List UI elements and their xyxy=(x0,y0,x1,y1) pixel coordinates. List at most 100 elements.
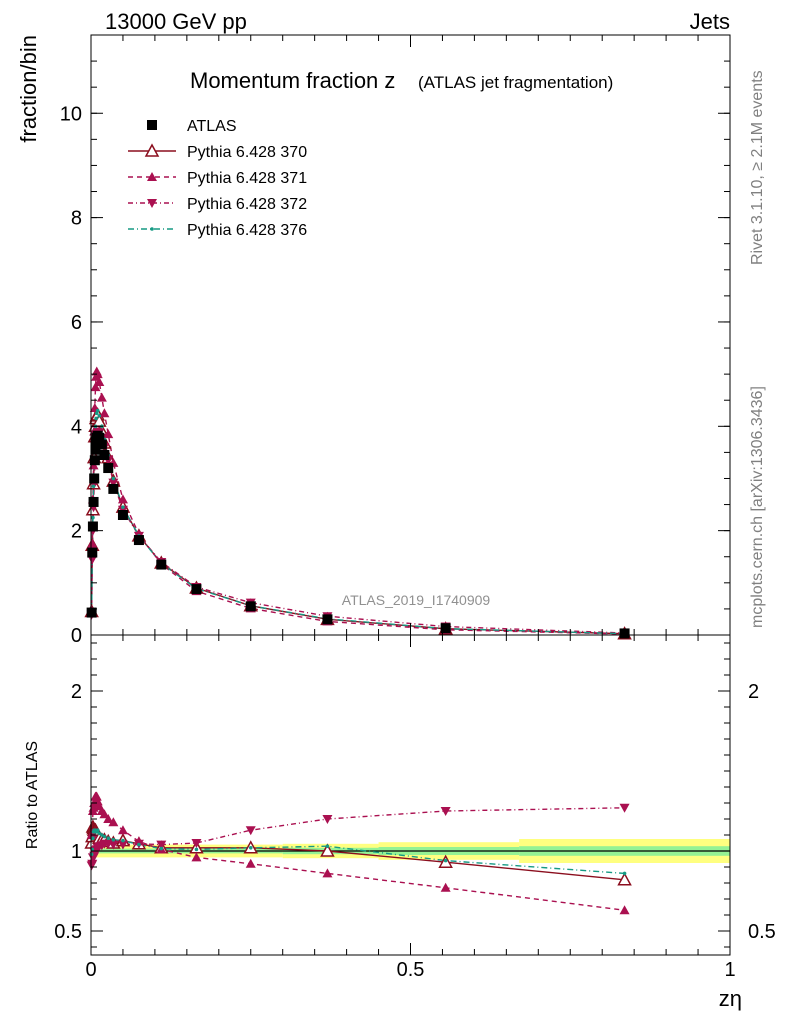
legend-marker xyxy=(147,199,157,208)
ratio-series-marker xyxy=(191,839,202,848)
ratio-series-marker xyxy=(91,791,102,801)
y-tick-label: 0.5 xyxy=(54,921,82,943)
ratio-series-marker xyxy=(103,814,114,823)
series-marker xyxy=(99,408,110,418)
ratio-series-marker xyxy=(440,807,451,816)
data-point xyxy=(90,444,101,455)
ratio-series-marker xyxy=(117,825,128,835)
y-tick-label: 1 xyxy=(71,841,82,863)
ratio-series-marker xyxy=(89,852,94,856)
series-marker xyxy=(92,369,103,379)
data-point xyxy=(94,432,105,443)
ratio-series-marker xyxy=(156,840,167,850)
data-point xyxy=(322,614,333,625)
ratio-series-marker xyxy=(245,826,256,836)
data-point xyxy=(86,607,97,618)
series-marker xyxy=(95,408,100,413)
ratio-series-marker xyxy=(194,847,199,852)
plot-title-suffix: (ATLAS jet fragmentation) xyxy=(418,73,613,92)
main-panel: 0 2 4 6 8 10 Momentum fraction z (ATLAS jet f… xyxy=(16,34,731,647)
y-tick-label: 2 xyxy=(71,681,82,703)
series-marker xyxy=(103,429,114,439)
ratio-y-axis-label: Ratio to ATLAS xyxy=(24,741,41,849)
legend-marker xyxy=(144,143,160,157)
ratio-series-marker xyxy=(443,858,448,863)
series-marker xyxy=(111,476,116,481)
ratio-series-marker xyxy=(102,834,107,839)
ratio-series-marker xyxy=(99,809,110,819)
ratio-series-marker xyxy=(248,846,253,850)
ratio-series-marker xyxy=(245,858,256,868)
ratio-series-marker xyxy=(619,905,630,915)
data-point xyxy=(156,559,167,570)
ratio-series-marker xyxy=(91,836,95,840)
series-marker xyxy=(96,392,107,402)
ratio-series-marker xyxy=(322,868,333,878)
legend-label: ATLAS xyxy=(187,118,237,135)
data-point xyxy=(87,547,98,558)
series-marker xyxy=(97,414,102,418)
y-tick-label-right: 2 xyxy=(748,681,759,703)
data-point xyxy=(245,601,256,612)
series-marker xyxy=(91,515,95,520)
data-point xyxy=(619,628,630,639)
axis-frame xyxy=(90,634,731,956)
collision-label: 13000 GeV pp xyxy=(105,9,247,34)
legend-label: Pythia 6.428 371 xyxy=(187,170,307,187)
series-marker xyxy=(87,555,98,565)
data-point xyxy=(191,584,202,595)
legend-label: Pythia 6.428 376 xyxy=(187,222,307,239)
y-tick-label: 4 xyxy=(71,416,82,438)
data-point xyxy=(87,521,98,532)
ratio-series-marker xyxy=(622,871,627,876)
legend-marker xyxy=(147,120,157,130)
data-point xyxy=(103,463,114,474)
analysis-watermark: ATLAS_2019_I1740909 xyxy=(342,592,491,608)
legend-marker xyxy=(150,227,154,231)
data-point xyxy=(89,455,100,466)
ratio-series-marker xyxy=(322,815,333,824)
data-point xyxy=(133,535,144,546)
legend-label: Pythia 6.428 372 xyxy=(187,196,307,213)
series-marker xyxy=(91,484,96,489)
y-tick-label: 0 xyxy=(71,625,82,647)
y-tick-label: 2 xyxy=(71,521,82,543)
ratio-series-marker xyxy=(106,836,111,840)
series-marker xyxy=(94,416,98,421)
ratio-series-marker xyxy=(325,844,330,848)
data-point xyxy=(440,623,451,634)
series-marker xyxy=(94,376,105,386)
x-tick-label: 0 xyxy=(85,959,96,981)
x-axis-label: zη xyxy=(719,986,742,1011)
data-point xyxy=(96,439,107,450)
main-axes: 0 2 4 6 8 10 xyxy=(60,34,731,647)
ratio-series-marker xyxy=(121,838,125,843)
ratio-series-marker xyxy=(108,840,119,850)
series-marker xyxy=(117,494,128,504)
process-label: Jets xyxy=(690,9,730,34)
rivet-version-label: Rivet 3.1.10, ≥ 2.1M events xyxy=(749,70,766,265)
ratio-series-marker xyxy=(87,859,98,869)
plot-title: Momentum fraction z xyxy=(190,68,395,93)
legend-label: Pythia 6.428 370 xyxy=(187,144,307,161)
data-point xyxy=(108,483,119,494)
ratio-series-marker xyxy=(617,872,632,886)
x-tick-label: 1 xyxy=(724,959,735,981)
data-point xyxy=(99,450,110,460)
series-marker xyxy=(108,478,119,488)
legend: ATLAS Pythia 6.428 370 Pythia 6.428 371 Pyt… xyxy=(128,118,307,239)
series-marker xyxy=(87,538,98,548)
x-tick-label: 0.5 xyxy=(397,959,425,981)
ratio-series-marker xyxy=(137,842,141,847)
ratio-series-marker xyxy=(95,828,100,832)
y-axis-label: fraction/bin xyxy=(16,35,41,143)
ratio-series-marker xyxy=(440,882,451,892)
ratio-series-marker xyxy=(117,840,128,850)
data-point xyxy=(117,510,128,520)
ratio-series-marker xyxy=(108,817,119,827)
y-tick-label: 6 xyxy=(71,312,82,334)
y-tick-label: 10 xyxy=(60,103,82,125)
ratio-series-marker xyxy=(159,846,164,851)
